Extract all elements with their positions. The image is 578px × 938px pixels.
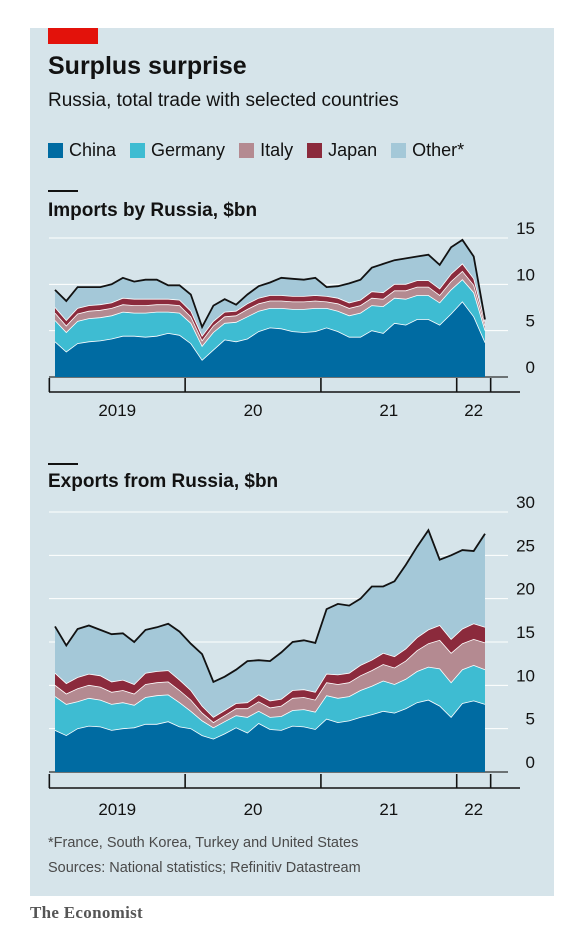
imports-y-tick-label-0: 0 <box>526 358 535 377</box>
legend-label-italy: Italy <box>260 140 294 160</box>
imports-band-separator-japan <box>54 263 486 337</box>
brand-red-tag <box>48 28 98 44</box>
exports-area-other <box>55 530 485 718</box>
imports-y-tick-label-5: 5 <box>526 312 535 331</box>
imports-area-china <box>55 301 485 377</box>
exports-area-japan <box>55 623 485 723</box>
exports-band-separator-china <box>54 699 486 740</box>
legend-item-italy: Italy <box>239 140 293 161</box>
legend-label-germany: Germany <box>151 140 226 160</box>
exports-chart: 0 5 10 15 20 25 30 2019 20 21 22 <box>48 493 535 819</box>
legend-swatch-germany <box>130 143 146 158</box>
footnote: *France, South Korea, Turkey and United … <box>48 835 359 851</box>
imports-area-japan <box>55 263 485 341</box>
exports-band-separator-japan <box>54 623 486 718</box>
chart-subtitle: Russia, total trade with selected countr… <box>48 90 399 111</box>
publisher-brand: The Economist <box>30 903 143 922</box>
legend-label-other: Other* <box>412 140 465 160</box>
imports-y-tick-label-10: 10 <box>516 265 535 284</box>
imports-area-italy <box>55 271 485 347</box>
imports-panel-title: Imports by Russia, $bn <box>48 200 258 221</box>
legend-swatch-japan <box>307 143 323 158</box>
legend-item-other: Other* <box>391 140 464 161</box>
legend-swatch-china <box>48 143 63 158</box>
imports-chart: 0 5 10 15 2019 20 21 22 <box>48 219 535 420</box>
imports-panel-rule <box>48 190 78 192</box>
imports-band-separator-germany <box>54 279 486 348</box>
exports-x-tick-label-20: 20 <box>244 800 263 819</box>
exports-y-tick-label-25: 25 <box>516 536 535 555</box>
imports-y-tick-label-15: 15 <box>516 219 535 238</box>
legend-swatch-italy <box>239 143 255 158</box>
legend-item-china: China <box>48 140 116 161</box>
imports-x-tick-label-20: 20 <box>244 401 263 420</box>
legend: China Germany Italy Japan Other* <box>48 140 478 161</box>
exports-x-tick-label-22: 22 <box>464 800 483 819</box>
exports-y-tick-label-30: 30 <box>516 493 535 512</box>
chart-title: Surplus surprise <box>48 52 247 80</box>
exports-area-china <box>55 700 485 772</box>
imports-x-tick-label-2019: 2019 <box>98 401 136 420</box>
exports-y-tick-label-0: 0 <box>526 753 535 772</box>
imports-x-tick-label-22: 22 <box>464 401 483 420</box>
exports-y-tick-label-15: 15 <box>516 623 535 642</box>
exports-y-tick-label-5: 5 <box>526 710 535 729</box>
imports-area-germany <box>55 279 485 361</box>
exports-band-separator-italy <box>54 638 486 724</box>
legend-swatch-other <box>391 143 407 158</box>
imports-total-line <box>54 238 486 330</box>
legend-item-japan: Japan <box>307 140 377 161</box>
legend-item-germany: Germany <box>130 140 225 161</box>
imports-band-separator-italy <box>54 270 486 342</box>
exports-x-tick-label-21: 21 <box>379 800 398 819</box>
exports-x-tick-label-2019: 2019 <box>98 800 136 819</box>
imports-band-separator-china <box>54 301 486 361</box>
exports-band-separator-germany <box>54 664 486 729</box>
imports-x-tick-label-21: 21 <box>379 401 398 420</box>
legend-label-japan: Japan <box>328 140 378 160</box>
exports-panel-rule <box>48 463 78 465</box>
sources-note: Sources: National statistics; Refinitiv … <box>48 860 361 876</box>
exports-y-tick-label-20: 20 <box>516 580 535 599</box>
exports-panel-title: Exports from Russia, $bn <box>48 471 279 492</box>
imports-area-other <box>55 239 485 337</box>
exports-total-line <box>54 528 486 684</box>
legend-label-china: China <box>69 140 117 160</box>
exports-y-tick-label-10: 10 <box>516 666 535 685</box>
exports-area-italy <box>55 639 485 728</box>
